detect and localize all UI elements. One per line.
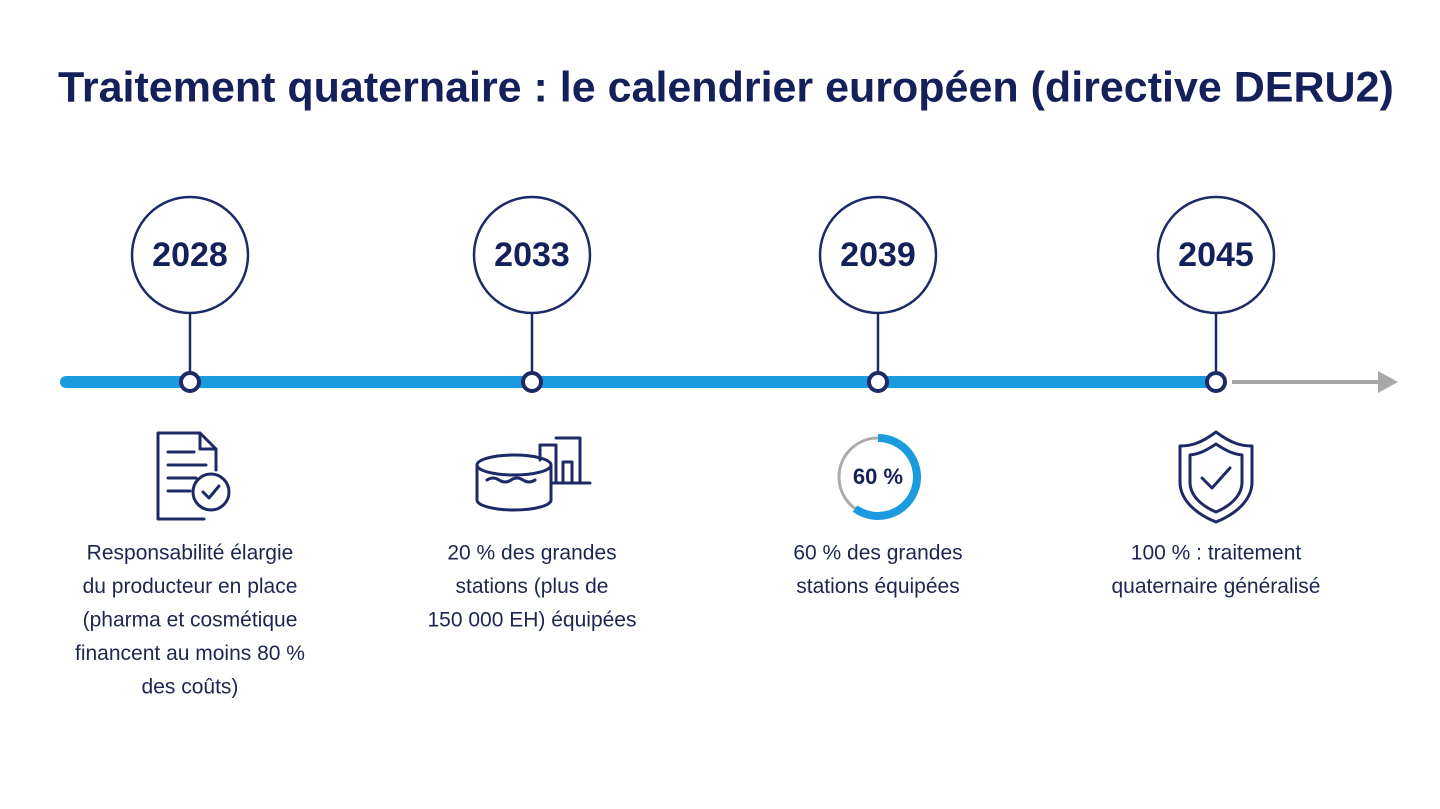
year-label: 2033	[494, 236, 570, 274]
milestone-text: quaternaire généralisé	[1112, 575, 1321, 598]
year-circle	[1156, 195, 1276, 315]
gauge-label: 60 %	[853, 464, 903, 489]
year-circle	[130, 195, 250, 315]
year-label: 2028	[152, 236, 228, 274]
milestone-text: Responsabilité élargie	[87, 542, 294, 565]
year-label: 2039	[840, 236, 916, 274]
milestone-text: (pharma et cosmétique	[83, 609, 298, 632]
milestone-text: 150 000 EH) équipées	[428, 609, 637, 632]
year-label: 2045	[1178, 236, 1254, 274]
document-icon	[156, 431, 231, 521]
milestone-text: financent au moins 80 %	[75, 642, 305, 665]
gauge-arc	[852, 434, 921, 520]
timeline-node	[521, 371, 543, 393]
year-circle	[472, 195, 592, 315]
milestone-text: 20 % des grandes	[447, 542, 616, 565]
page-title: Traitement quaternaire : le calendrier e…	[58, 63, 1394, 111]
timeline-node	[179, 371, 201, 393]
timeline-node	[867, 371, 889, 393]
timeline-node	[1205, 371, 1227, 393]
year-circle	[818, 195, 938, 315]
milestone-text: 60 % des grandes	[793, 542, 962, 565]
station-icon	[475, 436, 592, 512]
milestone-text: 100 % : traitement	[1131, 542, 1302, 565]
shield-icon	[1178, 430, 1254, 524]
milestone-text: stations (plus de	[456, 575, 609, 598]
arrow-head	[1378, 371, 1398, 393]
milestone-text: du producteur en place	[83, 575, 298, 598]
milestone-text: stations équipées	[796, 575, 959, 598]
milestone-text: des coûts)	[142, 676, 239, 699]
